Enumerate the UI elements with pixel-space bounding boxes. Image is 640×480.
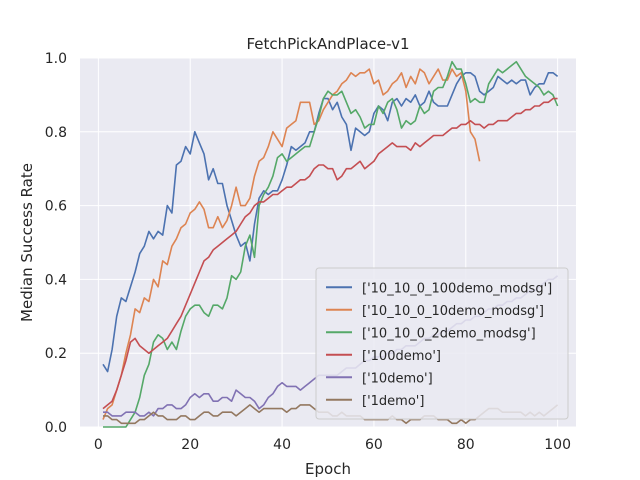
y-tick-label: 0.4 bbox=[45, 272, 67, 288]
legend-box bbox=[315, 267, 569, 420]
y-tick-label: 0.6 bbox=[45, 199, 67, 215]
series-line-2 bbox=[103, 60, 559, 428]
y-tick-label: 0.2 bbox=[45, 346, 67, 362]
x-tick-label: 40 bbox=[273, 437, 291, 453]
legend-label: ['100demo'] bbox=[362, 349, 441, 364]
y-tick-label: 1.0 bbox=[45, 51, 67, 67]
x-tick-label: 80 bbox=[457, 437, 475, 453]
chart-title: FetchPickAndPlace-v1 bbox=[246, 35, 409, 53]
x-tick-label: 0 bbox=[94, 437, 103, 453]
legend-label: ['10_10_0_10demo_modsg'] bbox=[362, 304, 544, 319]
x-tick-labels: 0 20 40 60 80 100 bbox=[94, 437, 571, 453]
y-tick-label: 0.8 bbox=[45, 125, 67, 141]
x-tick-label: 60 bbox=[365, 437, 383, 453]
legend-label: ['10_10_0_2demo_modsg'] bbox=[362, 326, 536, 341]
y-tick-labels: 0.0 0.2 0.4 0.6 0.8 1.0 bbox=[45, 51, 67, 436]
y-axis-label: Median Success Rate bbox=[18, 163, 36, 322]
series-line-1 bbox=[102, 68, 481, 420]
legend-label: ['1demo'] bbox=[362, 394, 424, 409]
legend-label: ['10demo'] bbox=[362, 371, 433, 386]
y-tick-label: 0.0 bbox=[45, 420, 67, 436]
legend: ['10_10_0_100demo_modsg'] ['10_10_0_10dem… bbox=[315, 267, 569, 420]
series-line-3 bbox=[102, 97, 558, 410]
x-tick-label: 20 bbox=[181, 437, 199, 453]
x-tick-label: 100 bbox=[544, 437, 571, 453]
x-axis-label: Epoch bbox=[305, 460, 351, 478]
series-line-0 bbox=[102, 72, 559, 373]
legend-label: ['10_10_0_100demo_modsg'] bbox=[362, 281, 552, 296]
